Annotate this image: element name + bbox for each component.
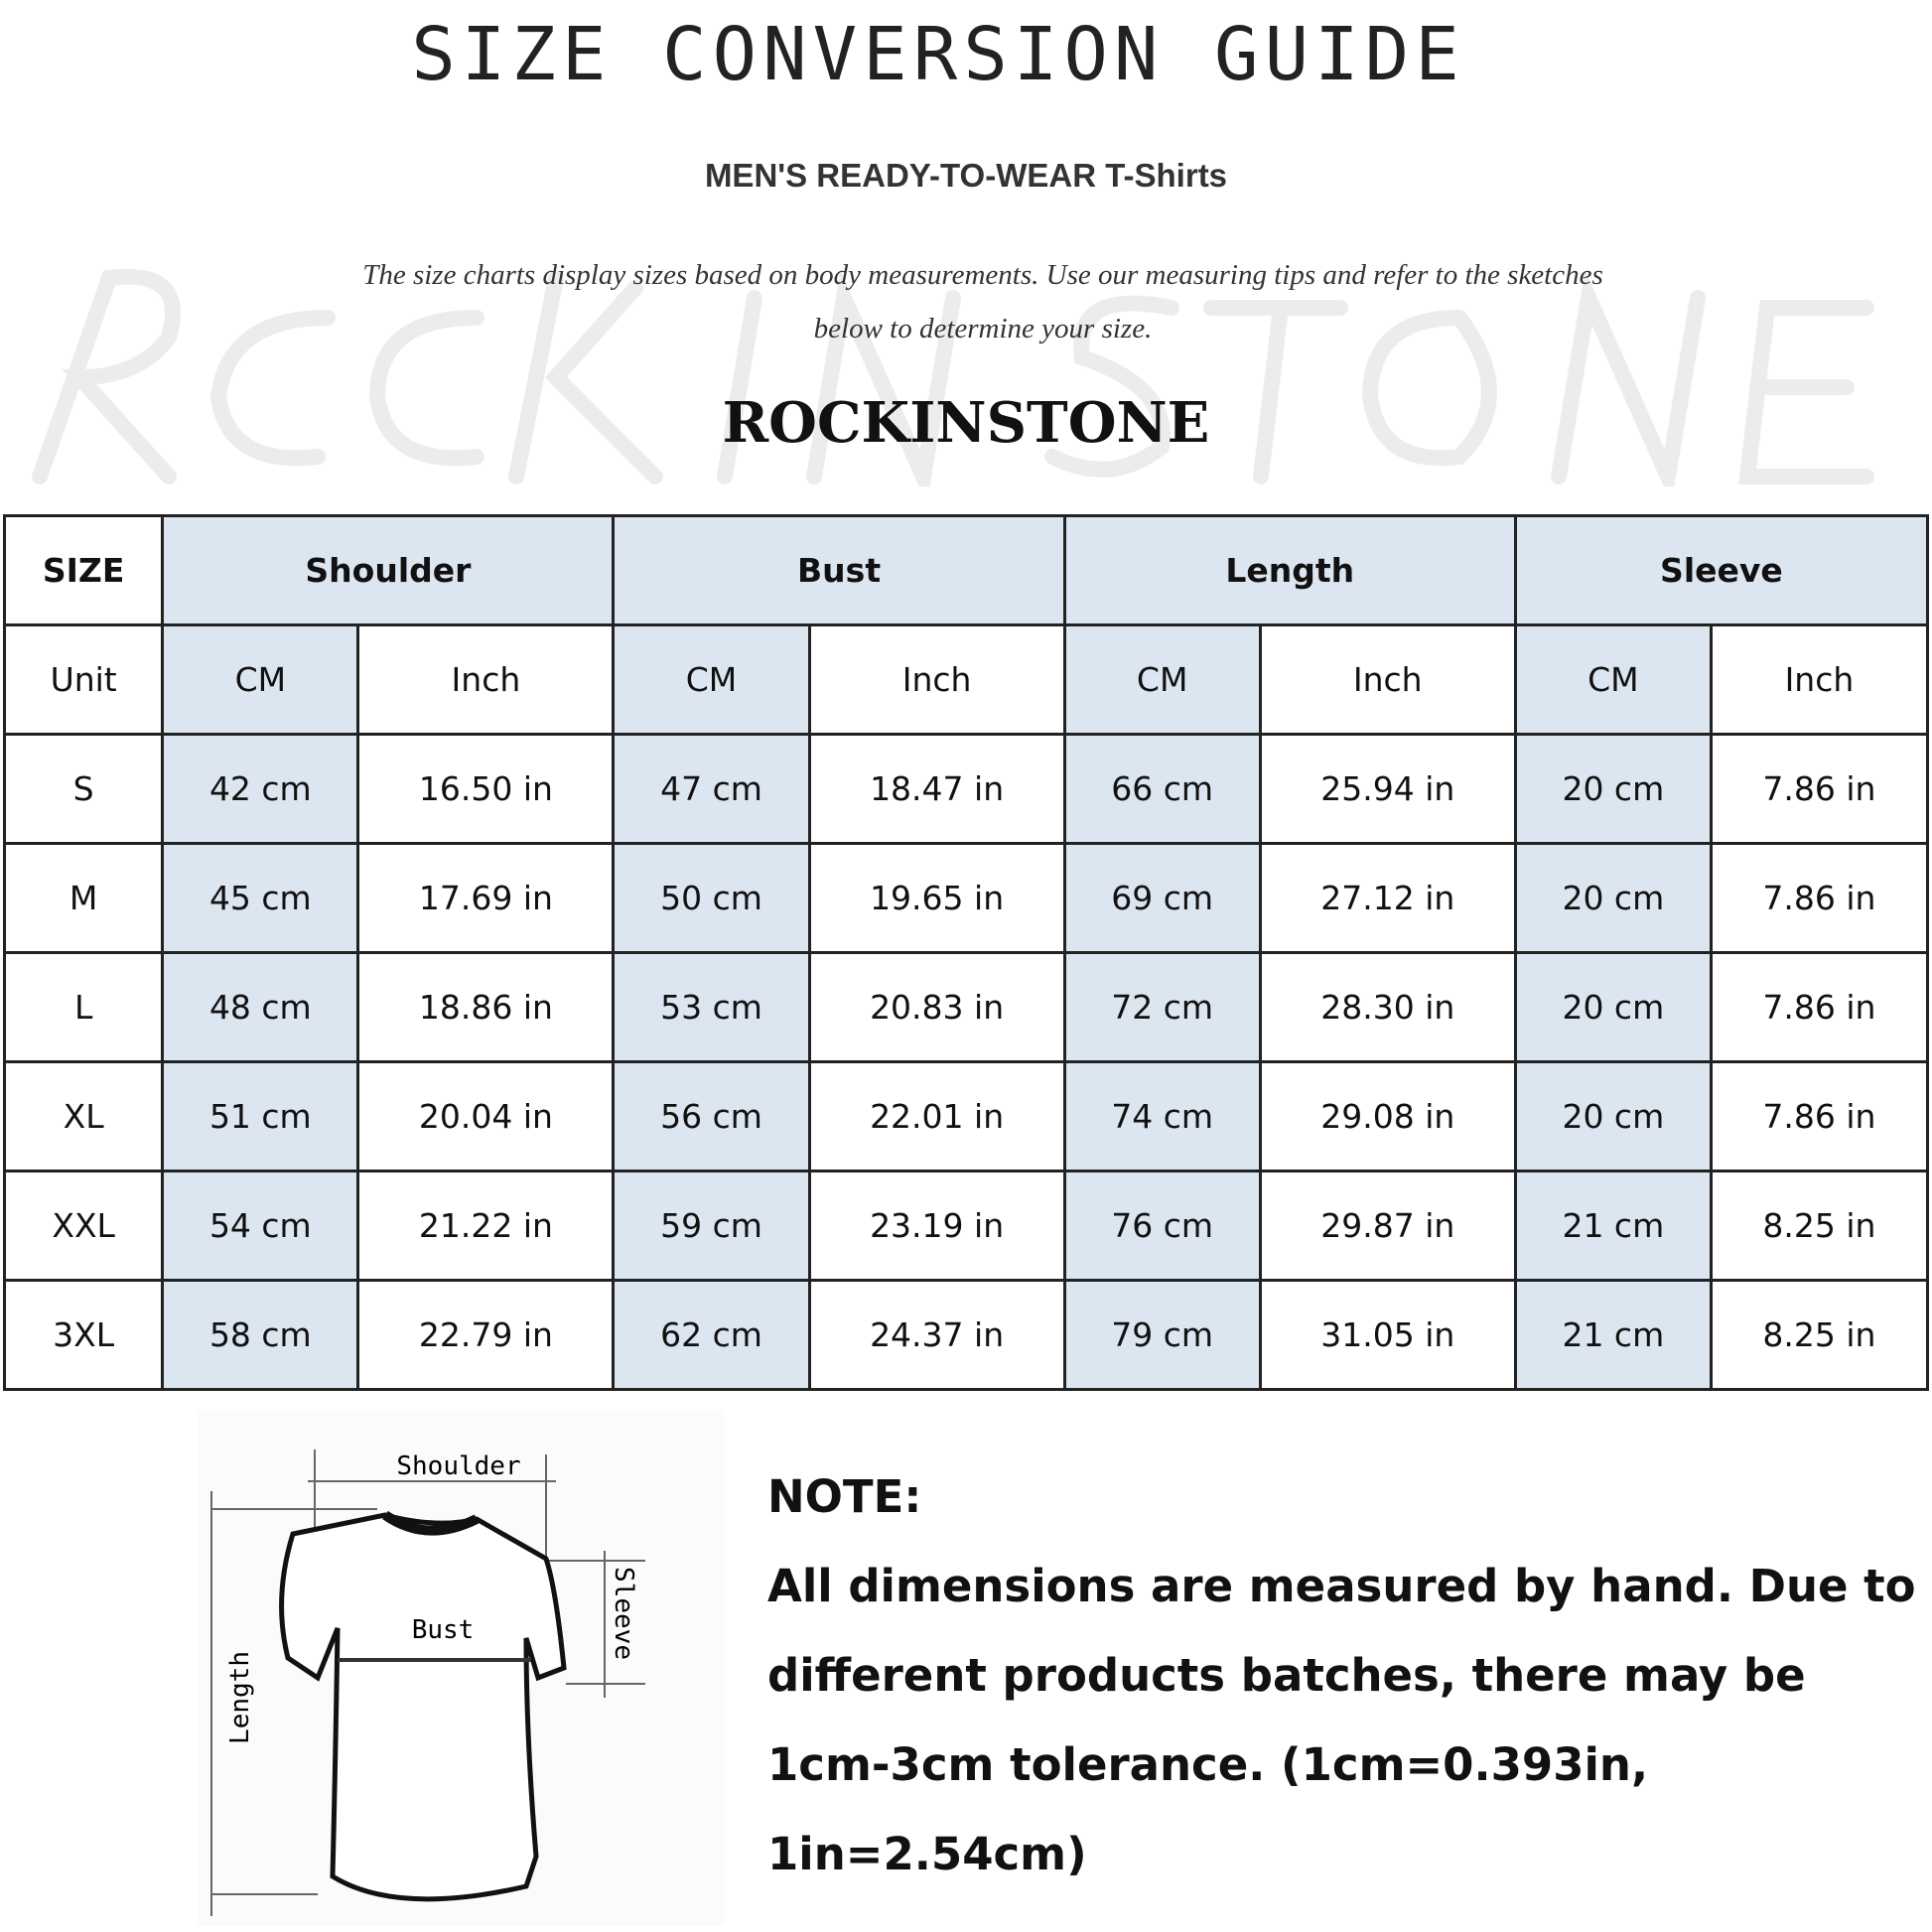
value-cell: 7.86 in (1709, 842, 1930, 954)
value-cell: 74 cm (1062, 1060, 1262, 1173)
value-cell: 8.25 in (1709, 1170, 1930, 1282)
size-cell: XL (2, 1060, 165, 1173)
value-cell: 28.30 in (1258, 951, 1517, 1063)
unit-header-cell: CM (612, 623, 811, 736)
value-cell: 59 cm (612, 1170, 811, 1282)
value-cell: 69 cm (1062, 842, 1262, 954)
size-cell: S (2, 733, 165, 845)
value-cell: 16.50 in (356, 733, 616, 845)
unit-header-cell: Inch (356, 623, 616, 736)
size-header: SIZE (2, 514, 165, 626)
value-cell: 50 cm (612, 842, 811, 954)
value-cell: 21.22 in (356, 1170, 616, 1282)
description: The size charts display sizes based on b… (258, 248, 1708, 355)
value-cell: 47 cm (612, 733, 811, 845)
value-cell: 48 cm (161, 951, 360, 1063)
brand-name: ROCKINSTONE (722, 390, 1210, 456)
table-row: XXL 54 cm 21.22 in 59 cm 23.19 in 76 cm 29.87 … (2, 1170, 1930, 1282)
sketch-label-sleeve: Sleeve (609, 1567, 638, 1660)
value-cell: 19.65 in (807, 842, 1066, 954)
value-cell: 23.19 in (807, 1170, 1066, 1282)
value-cell: 45 cm (161, 842, 360, 954)
value-cell: 21 cm (1513, 1170, 1713, 1282)
value-cell: 76 cm (1062, 1170, 1262, 1282)
note-line: 1cm-3cm tolerance. (1cm=0.393in, 1in=2.5… (767, 1738, 1649, 1880)
value-cell: 79 cm (1062, 1279, 1262, 1391)
unit-header-cell: CM (1062, 623, 1262, 736)
value-cell: 25.94 in (1258, 733, 1517, 845)
group-header-bust: Bust (612, 514, 1066, 626)
value-cell: 29.08 in (1258, 1060, 1517, 1173)
value-cell: 20.83 in (807, 951, 1066, 1063)
value-cell: 42 cm (161, 733, 360, 845)
watermark-logo (32, 268, 1874, 486)
value-cell: 54 cm (161, 1170, 360, 1282)
header-row: SIZE Shoulder Bust Length Sleeve (2, 514, 1930, 626)
value-cell: 20 cm (1513, 951, 1713, 1063)
note-heading: NOTE: (767, 1470, 922, 1523)
value-cell: 62 cm (612, 1279, 811, 1391)
note: NOTE: All dimensions are measured by han… (767, 1452, 1919, 1899)
unit-row: Unit CM Inch CM Inch CM Inch CM Inch (2, 623, 1930, 736)
value-cell: 7.86 in (1709, 1060, 1930, 1173)
value-cell: 22.01 in (807, 1060, 1066, 1173)
sketch-label-shoulder: Shoulder (396, 1451, 520, 1481)
value-cell: 51 cm (161, 1060, 360, 1173)
table-row: L 48 cm 18.86 in 53 cm 20.83 in 72 cm 28.30 in… (2, 951, 1930, 1063)
sketch-label-length: Length (225, 1651, 255, 1744)
value-cell: 56 cm (612, 1060, 811, 1173)
value-cell: 20.04 in (356, 1060, 616, 1173)
size-table: SIZE Shoulder Bust Length Sleeve Unit CM Inch CM… (2, 514, 1930, 1391)
value-cell: 8.25 in (1709, 1279, 1930, 1391)
unit-header-cell: CM (1513, 623, 1713, 736)
table-row: 3XL 58 cm 22.79 in 62 cm 24.37 in 79 cm 31.05 … (2, 1279, 1930, 1391)
table-row: M 45 cm 17.69 in 50 cm 19.65 in 69 cm 27.12 in… (2, 842, 1930, 954)
unit-header-cell: Inch (1709, 623, 1930, 736)
value-cell: 20 cm (1513, 842, 1713, 954)
group-header-shoulder: Shoulder (161, 514, 616, 626)
group-header-sleeve: Sleeve (1513, 514, 1930, 626)
unit-header-cell: Inch (1258, 623, 1517, 736)
page-title: SIZE CONVERSION GUIDE (411, 12, 1465, 97)
description-line: The size charts display sizes based on b… (362, 259, 1603, 291)
tshirt-sketch: Shoulder Bust Length Sleeve (199, 1410, 725, 1926)
size-cell: M (2, 842, 165, 954)
group-header-length: Length (1062, 514, 1517, 626)
size-cell: L (2, 951, 165, 1063)
subtitle: MEN'S READY-TO-WEAR T-Shirts (704, 157, 1228, 194)
table-row: S 42 cm 16.50 in 47 cm 18.47 in 66 cm 25.94 in… (2, 733, 1930, 845)
value-cell: 72 cm (1062, 951, 1262, 1063)
unit-header: Unit (2, 623, 165, 736)
table-row: XL 51 cm 20.04 in 56 cm 22.01 in 74 cm 29.08 i… (2, 1060, 1930, 1173)
note-line: All dimensions are measured by hand. Due… (767, 1560, 1916, 1612)
value-cell: 22.79 in (356, 1279, 616, 1391)
note-line: different products batches, there may be (767, 1649, 1806, 1702)
value-cell: 58 cm (161, 1279, 360, 1391)
value-cell: 17.69 in (356, 842, 616, 954)
value-cell: 24.37 in (807, 1279, 1066, 1391)
description-line: below to determine your size. (813, 313, 1153, 345)
value-cell: 53 cm (612, 951, 811, 1063)
value-cell: 18.86 in (356, 951, 616, 1063)
value-cell: 31.05 in (1258, 1279, 1517, 1391)
value-cell: 20 cm (1513, 733, 1713, 845)
value-cell: 66 cm (1062, 733, 1262, 845)
size-cell: XXL (2, 1170, 165, 1282)
value-cell: 7.86 in (1709, 951, 1930, 1063)
sketch-label-bust: Bust (412, 1615, 475, 1645)
size-cell: 3XL (2, 1279, 165, 1391)
value-cell: 18.47 in (807, 733, 1066, 845)
value-cell: 27.12 in (1258, 842, 1517, 954)
value-cell: 21 cm (1513, 1279, 1713, 1391)
value-cell: 7.86 in (1709, 733, 1930, 845)
value-cell: 29.87 in (1258, 1170, 1517, 1282)
value-cell: 20 cm (1513, 1060, 1713, 1173)
unit-header-cell: Inch (807, 623, 1066, 736)
unit-header-cell: CM (161, 623, 360, 736)
